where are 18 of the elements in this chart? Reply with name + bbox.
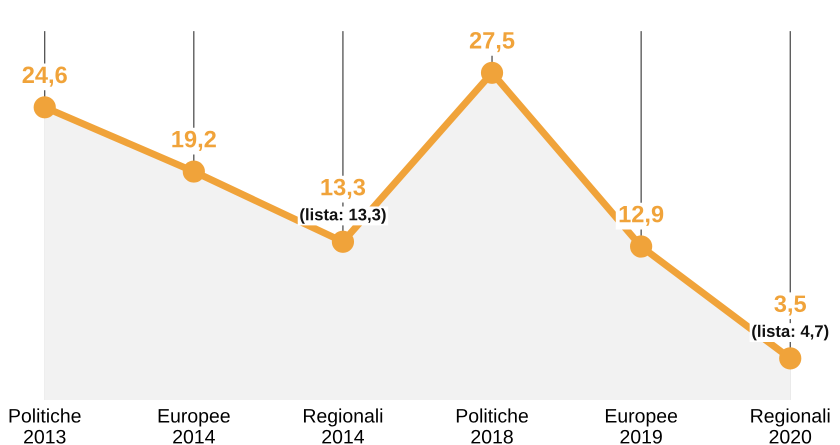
data-label: 27,5 [470,32,514,52]
data-label: 12,9 [620,206,664,226]
point [480,62,504,84]
x-tick-label: Regionali 2020 [751,408,830,444]
x-tick-label: Europee 2019 [606,409,678,444]
x-tick-label: Politiche 2018 [456,408,528,444]
point [630,235,652,258]
x-tick-label: Regionali 2014 [304,408,382,444]
data-label: 13,3 (lista: 13,3) [300,178,386,224]
data-label: 3,5 (lista: 4,7) [752,295,828,340]
point [779,347,802,370]
x-tick-label: Europee 2014 [158,409,230,444]
x-tick-label: Politiche 2013 [10,408,81,444]
data-label: 19,2 [172,130,216,151]
point [182,160,205,183]
point [34,96,56,118]
data-label: 24,6 [22,66,67,87]
point [332,230,354,253]
